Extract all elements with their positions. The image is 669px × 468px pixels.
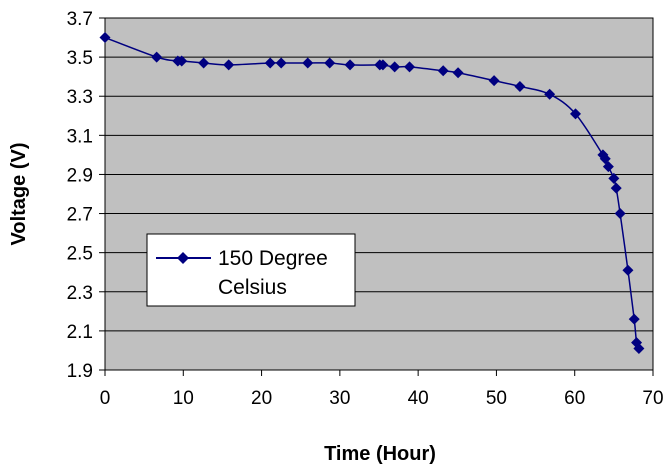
data-point-0-12 (377, 59, 389, 71)
y-tick-label-5: 2.9 (67, 165, 93, 186)
data-point-0-17 (488, 75, 500, 87)
data-point-0-19 (544, 88, 556, 100)
data-point-0-25 (610, 182, 622, 194)
data-point-0-10 (344, 59, 356, 71)
x-tick-label-1: 10 (173, 388, 194, 409)
x-tick-label-5: 50 (486, 388, 507, 409)
y-tick-label-4: 2.7 (67, 205, 93, 226)
data-point-0-0 (99, 32, 111, 44)
x-tick-label-4: 40 (408, 388, 429, 409)
y-axis: 1.9 2.1 2.3 2.5 2.7 2.9 3.1 3.3 3.5 3.7 (67, 9, 105, 382)
data-point-0-3 (176, 55, 188, 67)
y-tick-label-3: 2.5 (67, 244, 93, 265)
x-tick-label-7: 70 (642, 388, 663, 409)
x-tick-label-2: 20 (251, 388, 272, 409)
y-tick-label-7: 3.3 (67, 87, 93, 108)
data-point-0-24 (608, 172, 620, 184)
data-point-0-30 (633, 342, 645, 354)
data-point-0-8 (302, 57, 314, 69)
data-point-0-16 (452, 67, 464, 79)
plot-area (104, 17, 654, 371)
data-point-0-7 (275, 57, 287, 69)
legend: 150 Degree Celsius (146, 233, 356, 307)
y-tick-label-9: 3.7 (67, 9, 93, 30)
y-axis-title: Voltage (V) (8, 143, 30, 246)
data-point-0-14 (404, 61, 416, 73)
data-point-0-15 (437, 65, 449, 77)
data-point-0-9 (324, 57, 336, 69)
data-point-0-4 (198, 57, 210, 69)
data-point-0-20 (569, 108, 581, 120)
legend-label-line2: Celsius (218, 276, 287, 299)
series-layer (99, 32, 645, 354)
y-tick-label-2: 2.3 (67, 283, 93, 304)
legend-marker (177, 252, 189, 264)
x-tick-label-6: 60 (564, 388, 585, 409)
legend-label-line1: 150 Degree (218, 247, 328, 270)
y-tick-label-6: 3.1 (67, 126, 93, 147)
legend-box (146, 233, 356, 307)
data-point-0-23 (602, 161, 614, 173)
data-point-0-5 (223, 59, 235, 71)
data-point-0-27 (622, 264, 634, 276)
x-tick-label-0: 0 (100, 388, 111, 409)
x-tick-label-3: 30 (329, 388, 350, 409)
x-axis-title: Time (Hour) (324, 443, 436, 465)
y-tick-label-1: 2.1 (67, 322, 93, 343)
data-point-0-26 (614, 208, 626, 220)
data-point-0-28 (628, 313, 640, 325)
data-point-0-18 (514, 80, 526, 92)
data-point-0-13 (389, 61, 401, 73)
x-axis: 0 10 20 30 40 50 60 70 (100, 370, 664, 409)
data-point-0-6 (264, 57, 276, 69)
data-point-0-1 (151, 51, 163, 63)
y-tick-label-0: 1.9 (67, 361, 93, 382)
y-tick-label-8: 3.5 (67, 48, 93, 69)
